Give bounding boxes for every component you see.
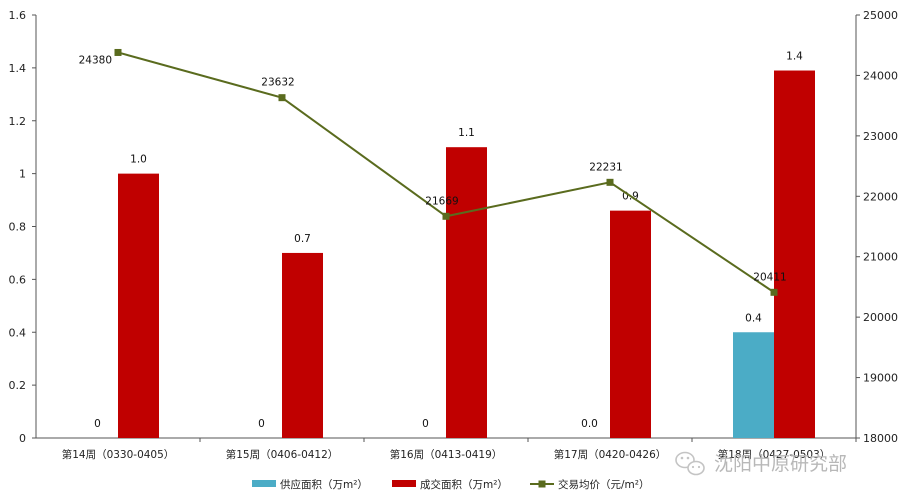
left-axis-ticks: 0 0.2 0.4 0.6 0.8 1 1.2 1.4 1.6 (9, 9, 36, 445)
price-data-label: 22231 (589, 161, 622, 173)
left-tick-label: 0.2 (9, 379, 27, 392)
right-tick-label: 24000 (863, 69, 898, 82)
wechat-icon (675, 451, 705, 476)
legend-marker-swatch (538, 480, 546, 488)
legend-swatch-0 (252, 480, 276, 487)
left-tick-label: 0.6 (9, 273, 27, 286)
bar-data-label: 0.0 (581, 418, 598, 430)
bar-data-label: 1.1 (458, 127, 475, 139)
x-tick-label: 第16周（0413-0419） (390, 448, 503, 461)
x-tick-label: 第15周（0406-0412） (226, 448, 339, 461)
bar-data-label: 0 (258, 418, 265, 430)
x-tick-label: 第17周（0420-0426） (554, 448, 667, 461)
left-tick-label: 1.6 (9, 9, 27, 22)
bar-data-label: 0 (422, 418, 429, 430)
bar-deal (610, 210, 651, 438)
left-tick-label: 1.2 (9, 115, 27, 128)
right-tick-label: 21000 (863, 251, 898, 264)
left-tick-label: 0.8 (9, 221, 27, 234)
x-tick-label: 第14周（0330-0405） (62, 448, 175, 461)
left-tick-label: 1.4 (9, 62, 27, 75)
right-tick-label: 18000 (863, 432, 898, 445)
right-tick-label: 19000 (863, 372, 898, 385)
right-tick-label: 23000 (863, 130, 898, 143)
left-tick-label: 0 (19, 432, 26, 445)
bar-deal (446, 147, 487, 438)
price-marker (606, 178, 614, 186)
line-group: 24380 23632 21669 22231 20411 (79, 48, 787, 296)
bar-data-label: 1.4 (786, 51, 803, 63)
bar-deal (118, 173, 159, 438)
watermark-text: 沈阳中原研究部 (714, 453, 847, 475)
right-axis-ticks: 18000 19000 20000 21000 22000 23000 24000 25000 (856, 9, 898, 445)
price-marker (278, 94, 286, 102)
legend-label-2: 交易均价（元/m²） (558, 478, 649, 491)
bar-data-label: 0.4 (745, 312, 762, 324)
legend-swatch-1 (392, 480, 416, 487)
price-data-label: 24380 (79, 54, 112, 66)
x-tick-label: 第18周（0427-0503） (718, 448, 831, 461)
price-marker (770, 288, 778, 296)
price-data-label: 21669 (425, 195, 458, 207)
left-tick-label: 0.4 (9, 326, 27, 339)
price-marker (442, 212, 450, 220)
legend-label-0: 供应面积（万m²） (280, 478, 368, 491)
bar-deal (282, 252, 323, 438)
legend-label-1: 成交面积（万m²） (420, 478, 508, 491)
legend: 供应面积（万m²） 成交面积（万m²） 交易均价（元/m²） (252, 478, 649, 491)
right-tick-label: 22000 (863, 190, 898, 203)
price-data-label: 20411 (753, 271, 786, 283)
price-marker (114, 48, 122, 56)
right-tick-label: 25000 (863, 9, 898, 22)
right-tick-label: 20000 (863, 311, 898, 324)
bar-data-label: 0 (94, 418, 101, 430)
bars-group: 0 0 0 0.00.41.00.71.10.91.4 (94, 51, 815, 439)
bar-data-label: 1.0 (130, 154, 147, 166)
price-data-label: 23632 (261, 77, 294, 89)
bar-supply (733, 332, 774, 438)
bar-deal (774, 70, 815, 439)
left-tick-label: 1 (19, 168, 26, 181)
x-axis-ticks: 第14周（0330-0405） 第15周（0406-0412） 第16周（0413-… (62, 438, 857, 461)
bar-data-label: 0.7 (294, 233, 311, 245)
watermark: 沈阳中原研究部 (675, 451, 847, 476)
